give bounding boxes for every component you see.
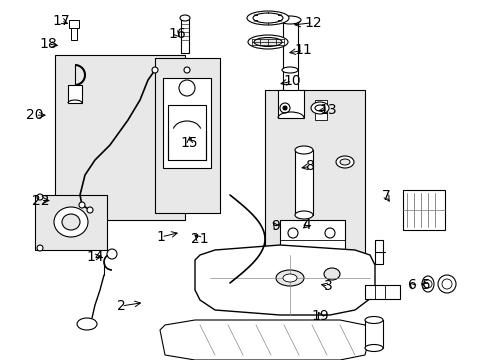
Polygon shape [160, 320, 369, 360]
Bar [168, 105, 205, 160]
Text: 21: 21 [190, 233, 208, 246]
Ellipse shape [246, 11, 288, 25]
Circle shape [287, 228, 297, 238]
Circle shape [152, 67, 158, 73]
Circle shape [325, 228, 334, 238]
Ellipse shape [310, 102, 328, 114]
Text: 20: 20 [26, 108, 44, 122]
Bar [283, 20, 297, 115]
Bar [55, 55, 184, 220]
Ellipse shape [253, 37, 282, 46]
Text: 5: 5 [421, 279, 430, 292]
Ellipse shape [335, 156, 353, 168]
Circle shape [183, 67, 190, 73]
Bar [314, 100, 326, 120]
Bar [71, 28, 77, 40]
Text: 7: 7 [381, 189, 390, 203]
Ellipse shape [77, 318, 97, 330]
Text: 22: 22 [32, 194, 49, 207]
Bar [364, 320, 382, 348]
Polygon shape [195, 245, 374, 315]
Circle shape [179, 80, 195, 96]
Ellipse shape [282, 67, 297, 73]
Ellipse shape [364, 345, 382, 351]
Text: 9: 9 [271, 219, 280, 233]
Text: 17: 17 [52, 14, 70, 27]
Circle shape [87, 207, 93, 213]
Bar [264, 90, 364, 265]
Bar [374, 240, 382, 264]
Bar [402, 190, 444, 230]
Text: 8: 8 [305, 159, 314, 173]
Bar [69, 20, 79, 28]
Ellipse shape [314, 105, 325, 111]
Bar [364, 285, 399, 299]
Ellipse shape [339, 159, 349, 165]
Bar [68, 85, 82, 103]
Text: 19: 19 [311, 309, 328, 323]
Ellipse shape [421, 276, 433, 292]
Circle shape [423, 280, 431, 288]
Bar [278, 90, 304, 118]
Text: 18: 18 [39, 37, 57, 51]
Ellipse shape [252, 13, 283, 23]
Text: 3: 3 [324, 279, 332, 293]
Ellipse shape [294, 146, 312, 154]
Ellipse shape [279, 16, 301, 24]
Ellipse shape [247, 35, 287, 49]
Text: 15: 15 [181, 136, 198, 150]
Ellipse shape [54, 207, 88, 237]
Text: 10: 10 [283, 74, 301, 88]
Circle shape [107, 249, 117, 259]
Circle shape [437, 275, 455, 293]
Bar [181, 18, 189, 53]
Circle shape [37, 245, 43, 251]
Circle shape [280, 103, 289, 113]
Text: 11: 11 [294, 44, 311, 57]
Text: 4: 4 [302, 218, 311, 232]
Circle shape [79, 202, 85, 208]
Bar [280, 220, 345, 258]
Ellipse shape [364, 316, 382, 324]
Text: 12: 12 [304, 16, 321, 30]
Bar [163, 78, 210, 168]
Text: 6: 6 [407, 279, 416, 292]
Text: 13: 13 [319, 103, 337, 117]
Ellipse shape [324, 268, 339, 280]
Bar [35, 195, 107, 250]
Ellipse shape [62, 214, 80, 230]
Circle shape [441, 279, 451, 289]
Circle shape [37, 194, 43, 200]
Text: 1: 1 [157, 230, 165, 244]
Ellipse shape [275, 270, 304, 286]
Bar [294, 150, 312, 215]
Ellipse shape [294, 211, 312, 219]
Text: 2: 2 [117, 299, 125, 313]
Text: 16: 16 [168, 27, 185, 41]
Circle shape [283, 106, 286, 110]
Ellipse shape [283, 274, 296, 282]
Bar [155, 58, 220, 213]
Ellipse shape [180, 15, 190, 21]
Text: 14: 14 [86, 250, 104, 264]
